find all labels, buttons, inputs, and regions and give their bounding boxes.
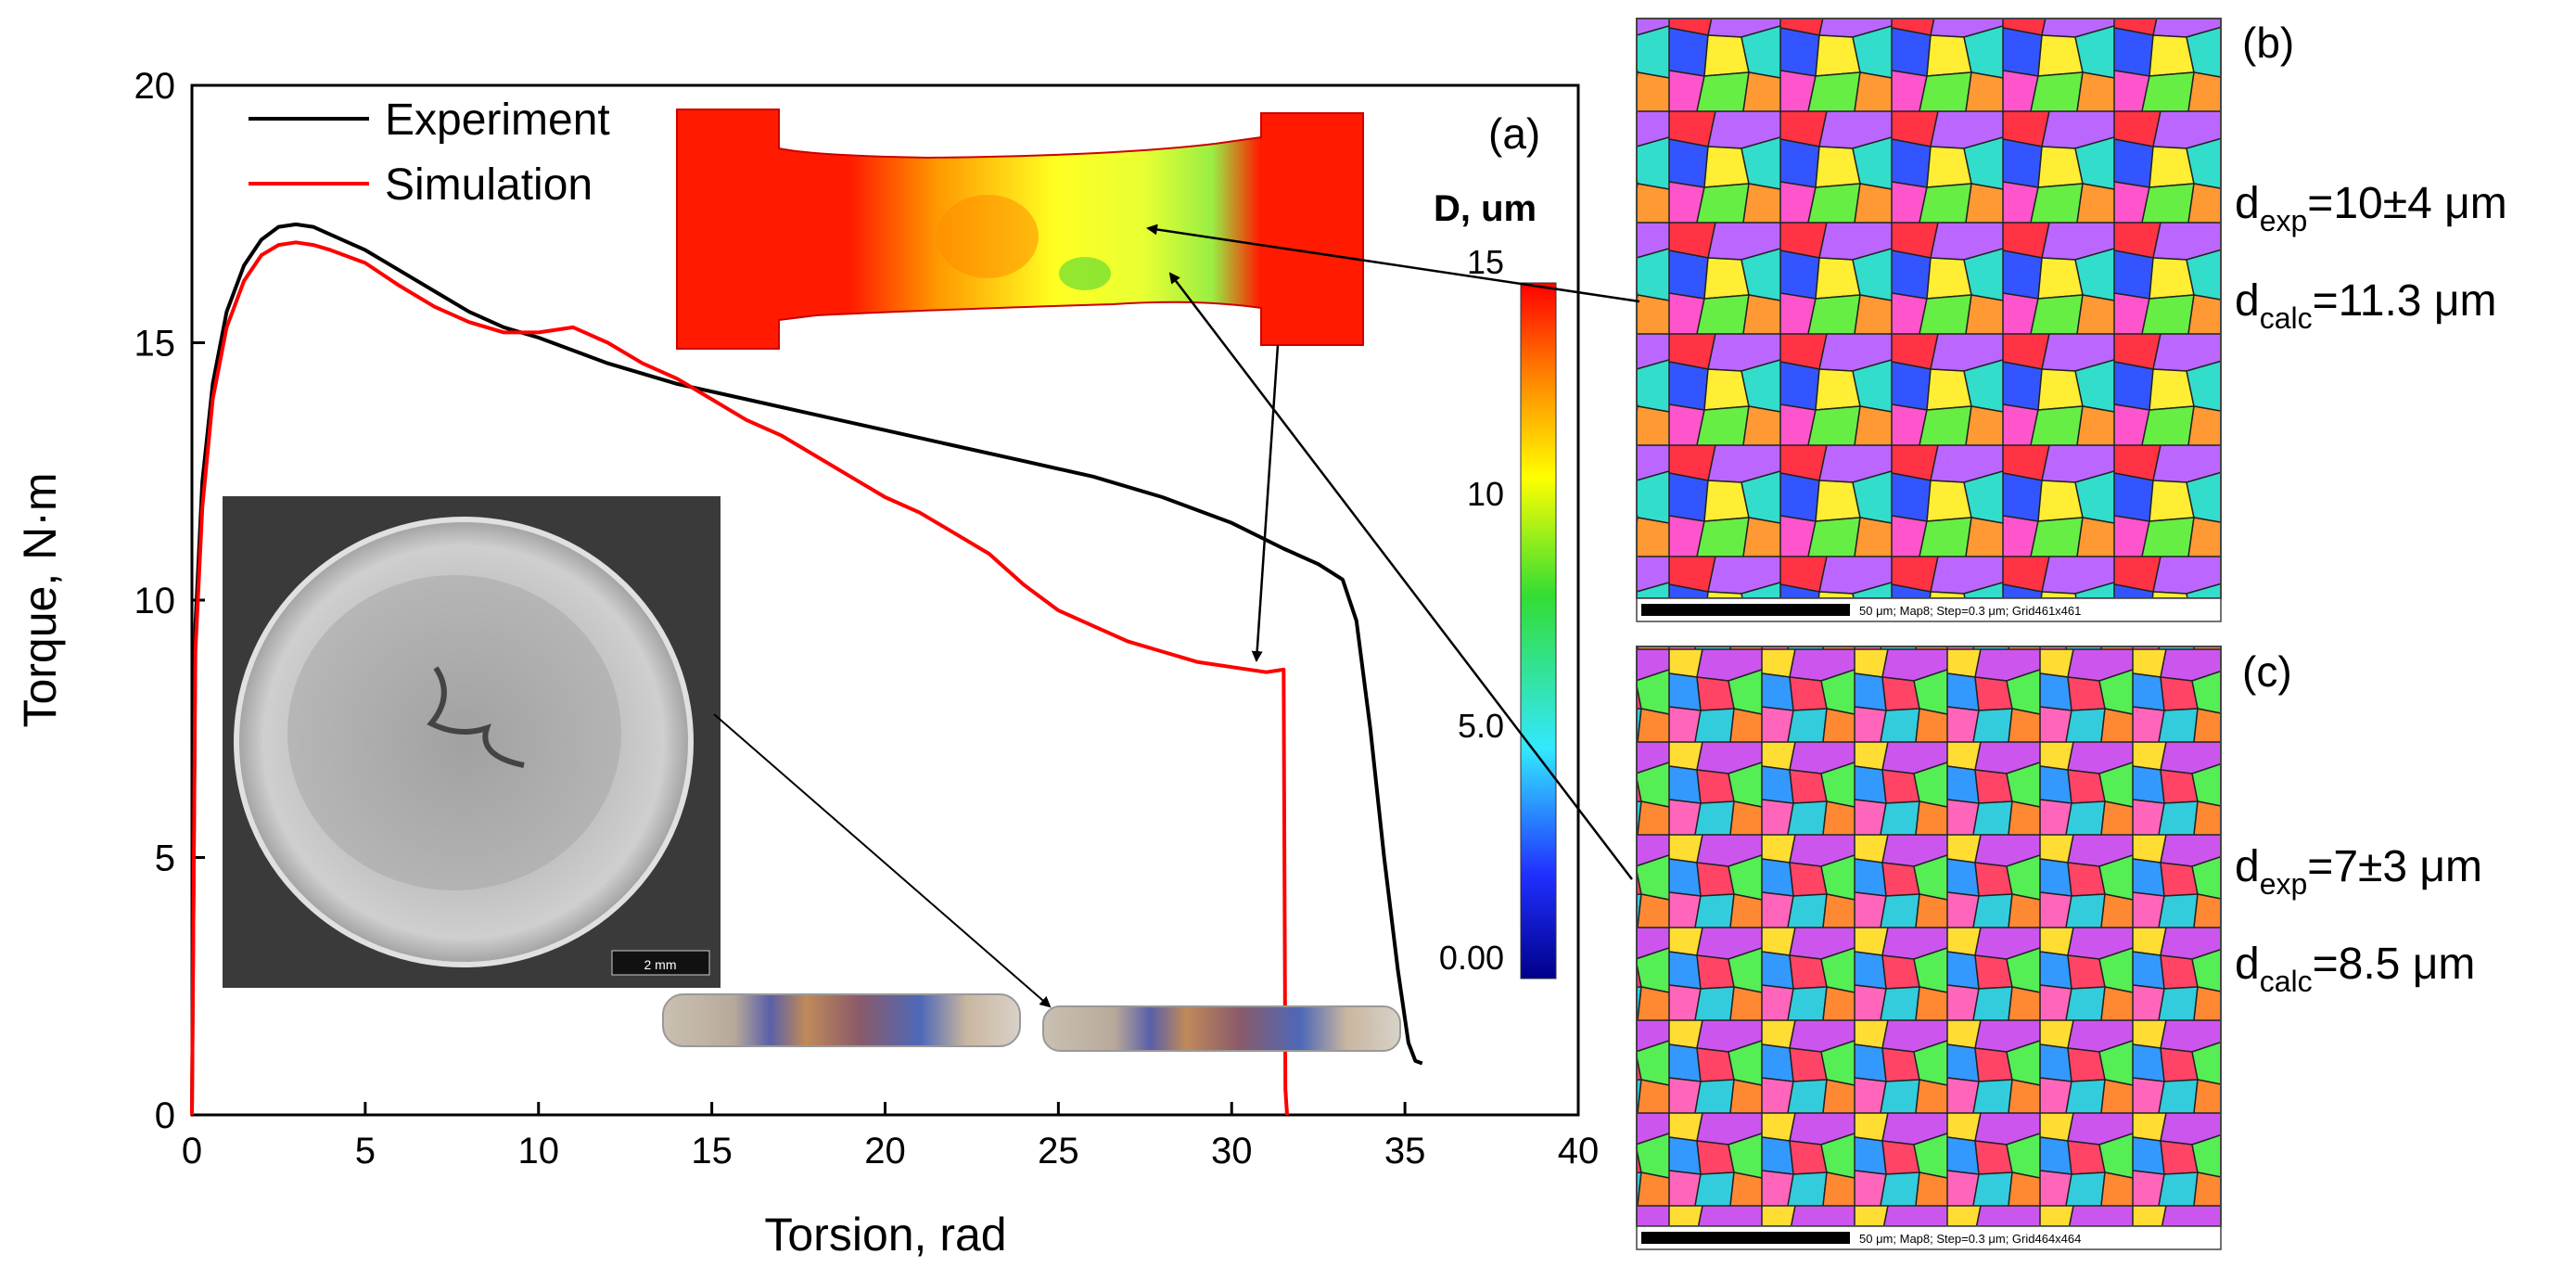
sem-scale-text: 2 mm — [644, 957, 677, 972]
colorbar-tick-0: 0.00 — [1439, 939, 1504, 977]
x-tick-label: 30 — [1211, 1131, 1253, 1171]
sem-scale-bar — [611, 950, 710, 976]
arrow-specimen-to-curve — [1251, 344, 1280, 662]
ebsd-scale-text-c: 50 μm; Map8; Step=0.3 μm; Grid464x464 — [1859, 1232, 2081, 1246]
series-line-experiment — [190, 222, 1423, 1116]
legend-label-simulation: Simulation — [385, 160, 593, 210]
colorbar-tick-10: 10 — [1467, 475, 1504, 513]
arrow-b-to-specimen — [1146, 224, 1640, 303]
d-exp-b-value: =10±4 μm — [2307, 179, 2506, 228]
specimen-greenspot — [1059, 257, 1111, 290]
d-calc-b: dcalc=11.3 μm — [2235, 276, 2496, 335]
d-exp-b: dexp=10±4 μm — [2235, 179, 2507, 237]
d-exp-c-sub: exp — [2260, 867, 2308, 901]
panel-label-a: (a) — [1488, 109, 1540, 158]
x-tick-label: 25 — [1038, 1131, 1079, 1171]
x-tick-label: 10 — [518, 1131, 560, 1171]
colorbar-tick-15: 15 — [1467, 243, 1504, 281]
sem-fracture-inset: 2 mm — [223, 496, 721, 988]
d-calc-b-value: =11.3 μm — [2313, 276, 2497, 326]
d-calc-c-sub: calc — [2260, 965, 2313, 998]
d-exp-b-letter: d — [2235, 179, 2260, 228]
x-tick-label: 40 — [1558, 1131, 1600, 1171]
y-tick-label: 15 — [134, 324, 176, 365]
legend-label-experiment: Experiment — [385, 96, 610, 145]
d-calc-b-sub: calc — [2260, 301, 2313, 335]
y-tick-label: 0 — [155, 1095, 175, 1136]
rod-right-part — [1042, 1005, 1401, 1052]
x-axis-label: Torsion, rad — [764, 1209, 1006, 1261]
axis-ticks: 0 5 10 15 20 25 30 35 40 0 5 10 15 20 — [134, 66, 1600, 1171]
y-tick-label: 10 — [134, 581, 176, 621]
x-tick-label: 5 — [355, 1131, 376, 1171]
ebsd-panel-c: 50 μm; Map8; Step=0.3 μm; Grid464x464 (c… — [1636, 646, 2482, 1250]
colorbar-gradient — [1520, 282, 1557, 979]
legend: Experiment Simulation — [249, 96, 610, 210]
d-calc-c-letter: d — [2235, 940, 2260, 989]
broken-specimen-photo — [662, 993, 1401, 1052]
sem-crack — [427, 666, 525, 768]
d-exp-c-letter: d — [2235, 842, 2260, 891]
arrow-sem-to-rod — [713, 713, 1052, 1008]
d-calc-b-letter: d — [2235, 276, 2260, 326]
x-tick-label: 0 — [182, 1131, 202, 1171]
arrow-c-to-specimen — [1168, 272, 1633, 880]
ebsd-scale-text-b: 50 μm; Map8; Step=0.3 μm; Grid461x461 — [1859, 604, 2081, 618]
y-tick-label: 20 — [134, 66, 176, 107]
d-exp-c-value: =7±3 μm — [2307, 842, 2482, 891]
y-tick-label: 5 — [155, 838, 175, 879]
ebsd-scalebar-c — [1641, 1232, 1850, 1244]
specimen-hotspot — [937, 195, 1039, 278]
d-calc-c-value: =8.5 μm — [2313, 940, 2476, 989]
series-line-simulation — [190, 240, 1289, 1116]
y-axis-label: Torque, N·m — [14, 472, 66, 727]
d-calc-c: dcalc=8.5 μm — [2235, 940, 2475, 998]
colorbar-title: D, um — [1434, 188, 1537, 229]
colorbar: D, um 15 10 5.0 0.00 — [1434, 188, 1557, 979]
series-layer — [190, 222, 1423, 1116]
d-exp-b-sub: exp — [2260, 204, 2308, 237]
d-exp-c: dexp=7±3 μm — [2235, 842, 2482, 901]
x-tick-label: 15 — [691, 1131, 733, 1171]
ebsd-scalebar-b — [1641, 604, 1850, 616]
colorbar-tick-5: 5.0 — [1458, 707, 1504, 745]
ebsd-map-c — [1636, 646, 2222, 1227]
annotation-arrows — [713, 224, 1640, 1008]
ebsd-map-b — [1636, 18, 2222, 599]
rod-left-part — [662, 993, 1021, 1047]
specimen-simulation-inset — [676, 109, 1364, 350]
panel-label-c: (c) — [2242, 647, 2292, 696]
x-tick-label: 35 — [1384, 1131, 1426, 1171]
torque-chart: 0 5 10 15 20 25 30 35 40 0 5 10 15 20 Torsion, rad To… — [14, 66, 1599, 1261]
panel-label-b: (b) — [2242, 19, 2294, 67]
x-tick-label: 20 — [864, 1131, 906, 1171]
ebsd-panel-b: 50 μm; Map8; Step=0.3 μm; Grid461x461 (b… — [1636, 18, 2507, 622]
